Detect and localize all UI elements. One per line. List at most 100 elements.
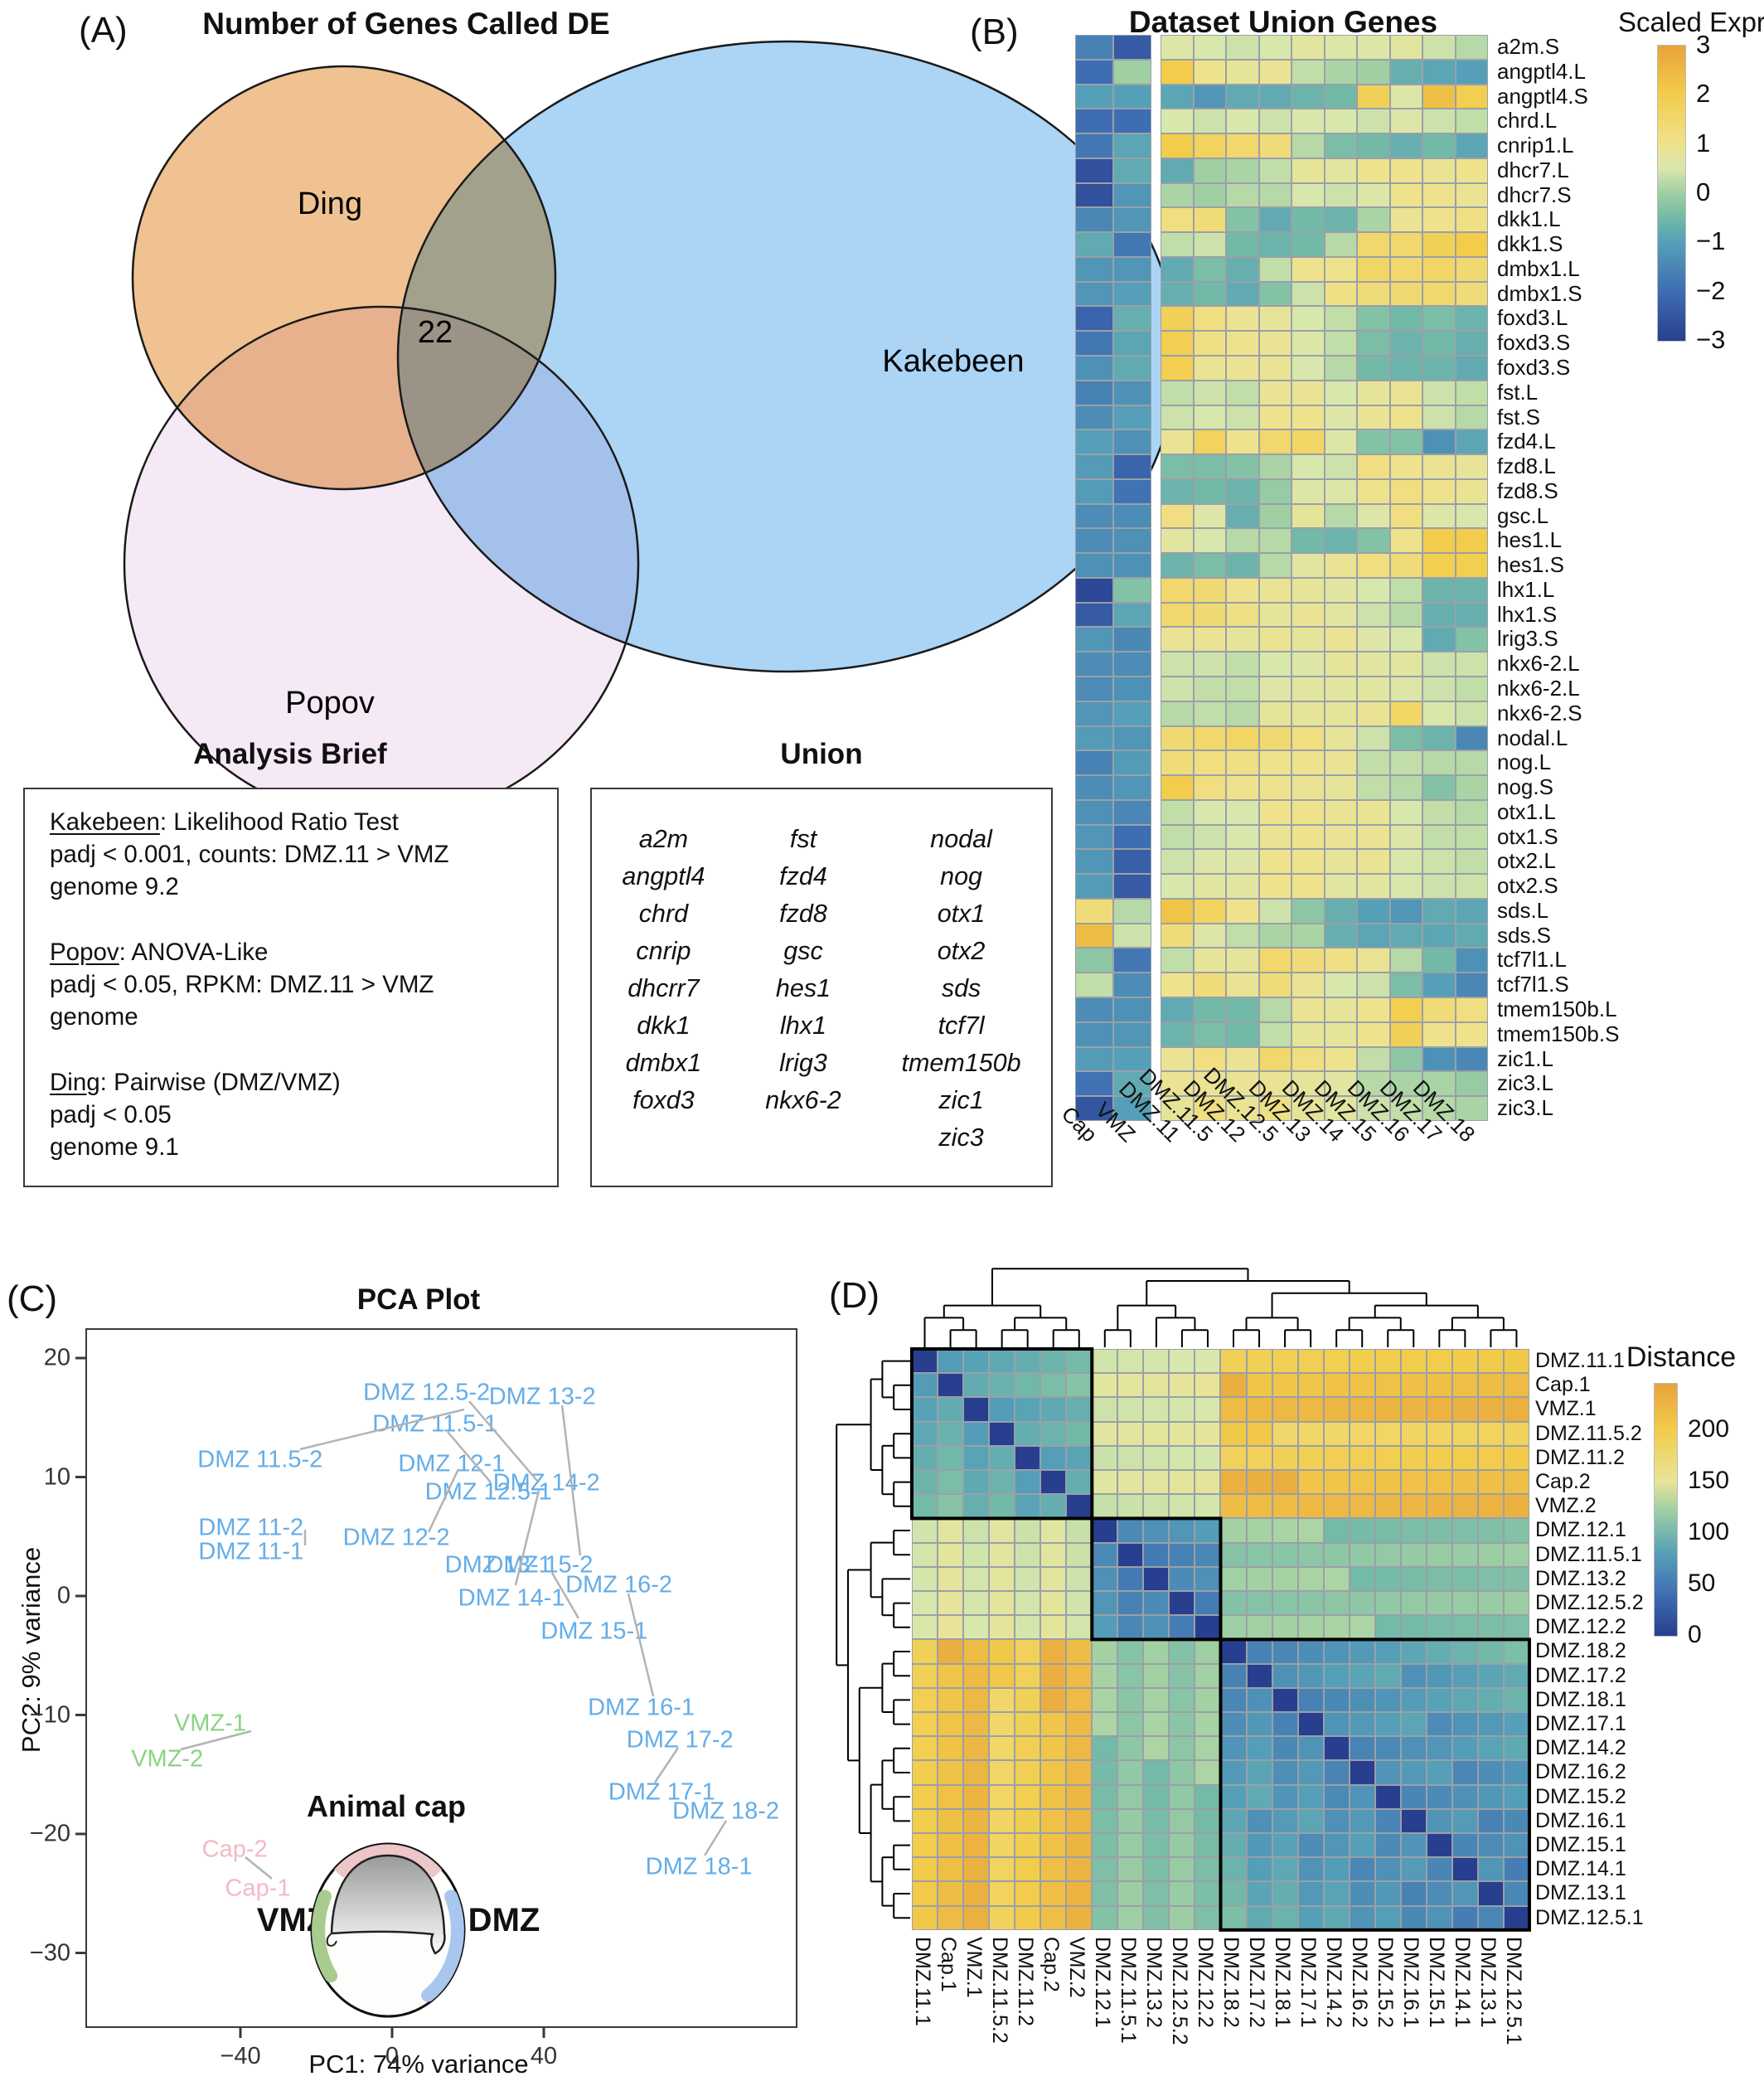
heatmap-cell bbox=[1324, 874, 1357, 899]
heatmap-cell bbox=[1357, 1021, 1390, 1047]
distance-cell bbox=[1143, 1445, 1170, 1470]
distance-cell bbox=[1272, 1687, 1298, 1712]
heatmap-cell bbox=[1357, 799, 1390, 825]
distance-cell bbox=[1195, 1808, 1221, 1833]
heatmap-cell bbox=[1324, 1096, 1357, 1121]
heatmap-cell bbox=[1389, 380, 1422, 405]
heatmap-cell bbox=[1226, 1046, 1259, 1072]
heatmap-cell bbox=[1226, 59, 1259, 85]
heatmap-cell bbox=[1113, 874, 1151, 899]
distance-cell bbox=[1297, 1736, 1324, 1761]
heatmap-cell bbox=[1455, 182, 1488, 208]
distance-cell bbox=[1400, 1566, 1427, 1591]
heatmap-cell bbox=[1193, 405, 1226, 430]
heatmap-cell bbox=[1161, 1046, 1194, 1072]
heatmap-cell bbox=[1161, 799, 1194, 825]
heatmap-cell bbox=[1075, 677, 1113, 701]
distance-cell bbox=[1503, 1687, 1529, 1712]
heatmap-cell bbox=[1389, 602, 1422, 628]
heatmap-cell bbox=[1357, 1096, 1390, 1121]
pca-plot-area bbox=[85, 1328, 797, 2028]
heatmap-cell bbox=[1226, 380, 1259, 405]
union-gene: zic1 bbox=[938, 1086, 984, 1114]
distance-cell bbox=[1297, 1687, 1324, 1712]
distance-cell bbox=[1143, 1566, 1170, 1591]
distance-cell bbox=[1220, 1760, 1247, 1785]
gene-row-label: dkk1.L bbox=[1497, 206, 1561, 232]
distance-cell bbox=[963, 1615, 990, 1640]
heatmap-cell bbox=[1292, 898, 1325, 924]
heatmap-cell bbox=[1357, 281, 1390, 307]
distance-col-label: VMZ.1 bbox=[962, 1937, 986, 1998]
distance-cell bbox=[1092, 1663, 1118, 1688]
heatmap-cell bbox=[1324, 824, 1357, 850]
heatmap-cell bbox=[1193, 750, 1226, 776]
union-title: Union bbox=[780, 738, 863, 770]
heatmap-cell bbox=[1161, 1071, 1194, 1097]
distance-cell bbox=[1400, 1833, 1427, 1858]
distance-cell bbox=[1220, 1615, 1247, 1640]
heatmap-cell bbox=[1292, 799, 1325, 825]
heatmap-cell bbox=[1113, 331, 1151, 356]
heatmap-cell bbox=[1113, 503, 1151, 529]
heatmap-cell bbox=[1075, 1021, 1113, 1047]
heatmap-cell bbox=[1161, 133, 1194, 158]
distance-cell bbox=[1374, 1470, 1401, 1495]
union-column-2: fst fzd4 fzd8 gsc hes1 lhx1 lrig3 nkx6-2 bbox=[765, 821, 841, 1186]
heatmap-cell bbox=[1161, 503, 1194, 529]
gene-row-label: nkx6-2.L bbox=[1497, 651, 1580, 677]
heatmap-cell bbox=[1161, 84, 1194, 109]
gene-row-label: zic1.L bbox=[1497, 1045, 1553, 1071]
distance-cell bbox=[1195, 1518, 1221, 1543]
pca-point-label: VMZ-2 bbox=[131, 1745, 204, 1773]
distance-cell bbox=[1297, 1518, 1324, 1543]
gene-row-label: nog.S bbox=[1497, 774, 1553, 800]
heatmap-cell bbox=[1422, 232, 1456, 257]
brief-kakebeen-genome: genome 9.2 bbox=[50, 873, 179, 900]
heatmap-cell bbox=[1324, 256, 1357, 282]
heatmap-cell bbox=[1292, 281, 1325, 307]
distance-cell bbox=[1477, 1397, 1504, 1422]
heatmap-cell bbox=[1455, 356, 1488, 381]
heatmap-cell bbox=[1193, 528, 1226, 554]
heatmap-cell bbox=[1422, 627, 1456, 652]
distance-row-label: DMZ.11.2 bbox=[1535, 1445, 1625, 1469]
pca-point-label: Cap-2 bbox=[201, 1836, 268, 1863]
distance-cell bbox=[1503, 1542, 1529, 1567]
distance-cell bbox=[938, 1712, 964, 1737]
distance-cell bbox=[938, 1833, 964, 1858]
heatmap-cell bbox=[1422, 1071, 1456, 1097]
heatmap-cell bbox=[1292, 380, 1325, 405]
distance-cell bbox=[1503, 1421, 1529, 1446]
heatmap-cell bbox=[1357, 1046, 1390, 1072]
heatmap-cell bbox=[1258, 1071, 1292, 1097]
distance-row-label: DMZ.14.1 bbox=[1535, 1857, 1626, 1881]
embryo-blastocoel-dome bbox=[330, 1854, 446, 1955]
distance-cell bbox=[1323, 1615, 1350, 1640]
heatmap-cell bbox=[1324, 356, 1357, 381]
distance-cell bbox=[989, 1421, 1015, 1446]
heatmap-cell bbox=[1422, 528, 1456, 554]
heatmap-cell bbox=[1292, 331, 1325, 356]
distance-cell bbox=[1246, 1615, 1272, 1640]
distance-cell bbox=[989, 1712, 1015, 1737]
distance-cell bbox=[1451, 1881, 1478, 1906]
heatmap-cell bbox=[1389, 799, 1422, 825]
heatmap-cell bbox=[1389, 35, 1422, 60]
distance-cell bbox=[938, 1470, 964, 1495]
union-box: a2m angptl4 chrd cnrip dhcrr7 dkk1 dmbx1 foxd3 … bbox=[590, 788, 1053, 1187]
distance-cell bbox=[912, 1760, 938, 1785]
distance-cell bbox=[1040, 1663, 1067, 1688]
heatmap-cell bbox=[1075, 973, 1113, 998]
distance-cell bbox=[1092, 1615, 1118, 1640]
distance-cell bbox=[1374, 1687, 1401, 1712]
distance-cell bbox=[938, 1542, 964, 1567]
heatmap-cell bbox=[1389, 553, 1422, 578]
distance-cell bbox=[989, 1833, 1015, 1858]
distance-col-label: DMZ.11.2 bbox=[1013, 1937, 1037, 2026]
heatmap-cell bbox=[1422, 59, 1456, 85]
distance-cell bbox=[1374, 1421, 1401, 1446]
distance-cell bbox=[1066, 1712, 1093, 1737]
heatmap-cell bbox=[1357, 182, 1390, 208]
heatmap-cell bbox=[1357, 973, 1390, 998]
